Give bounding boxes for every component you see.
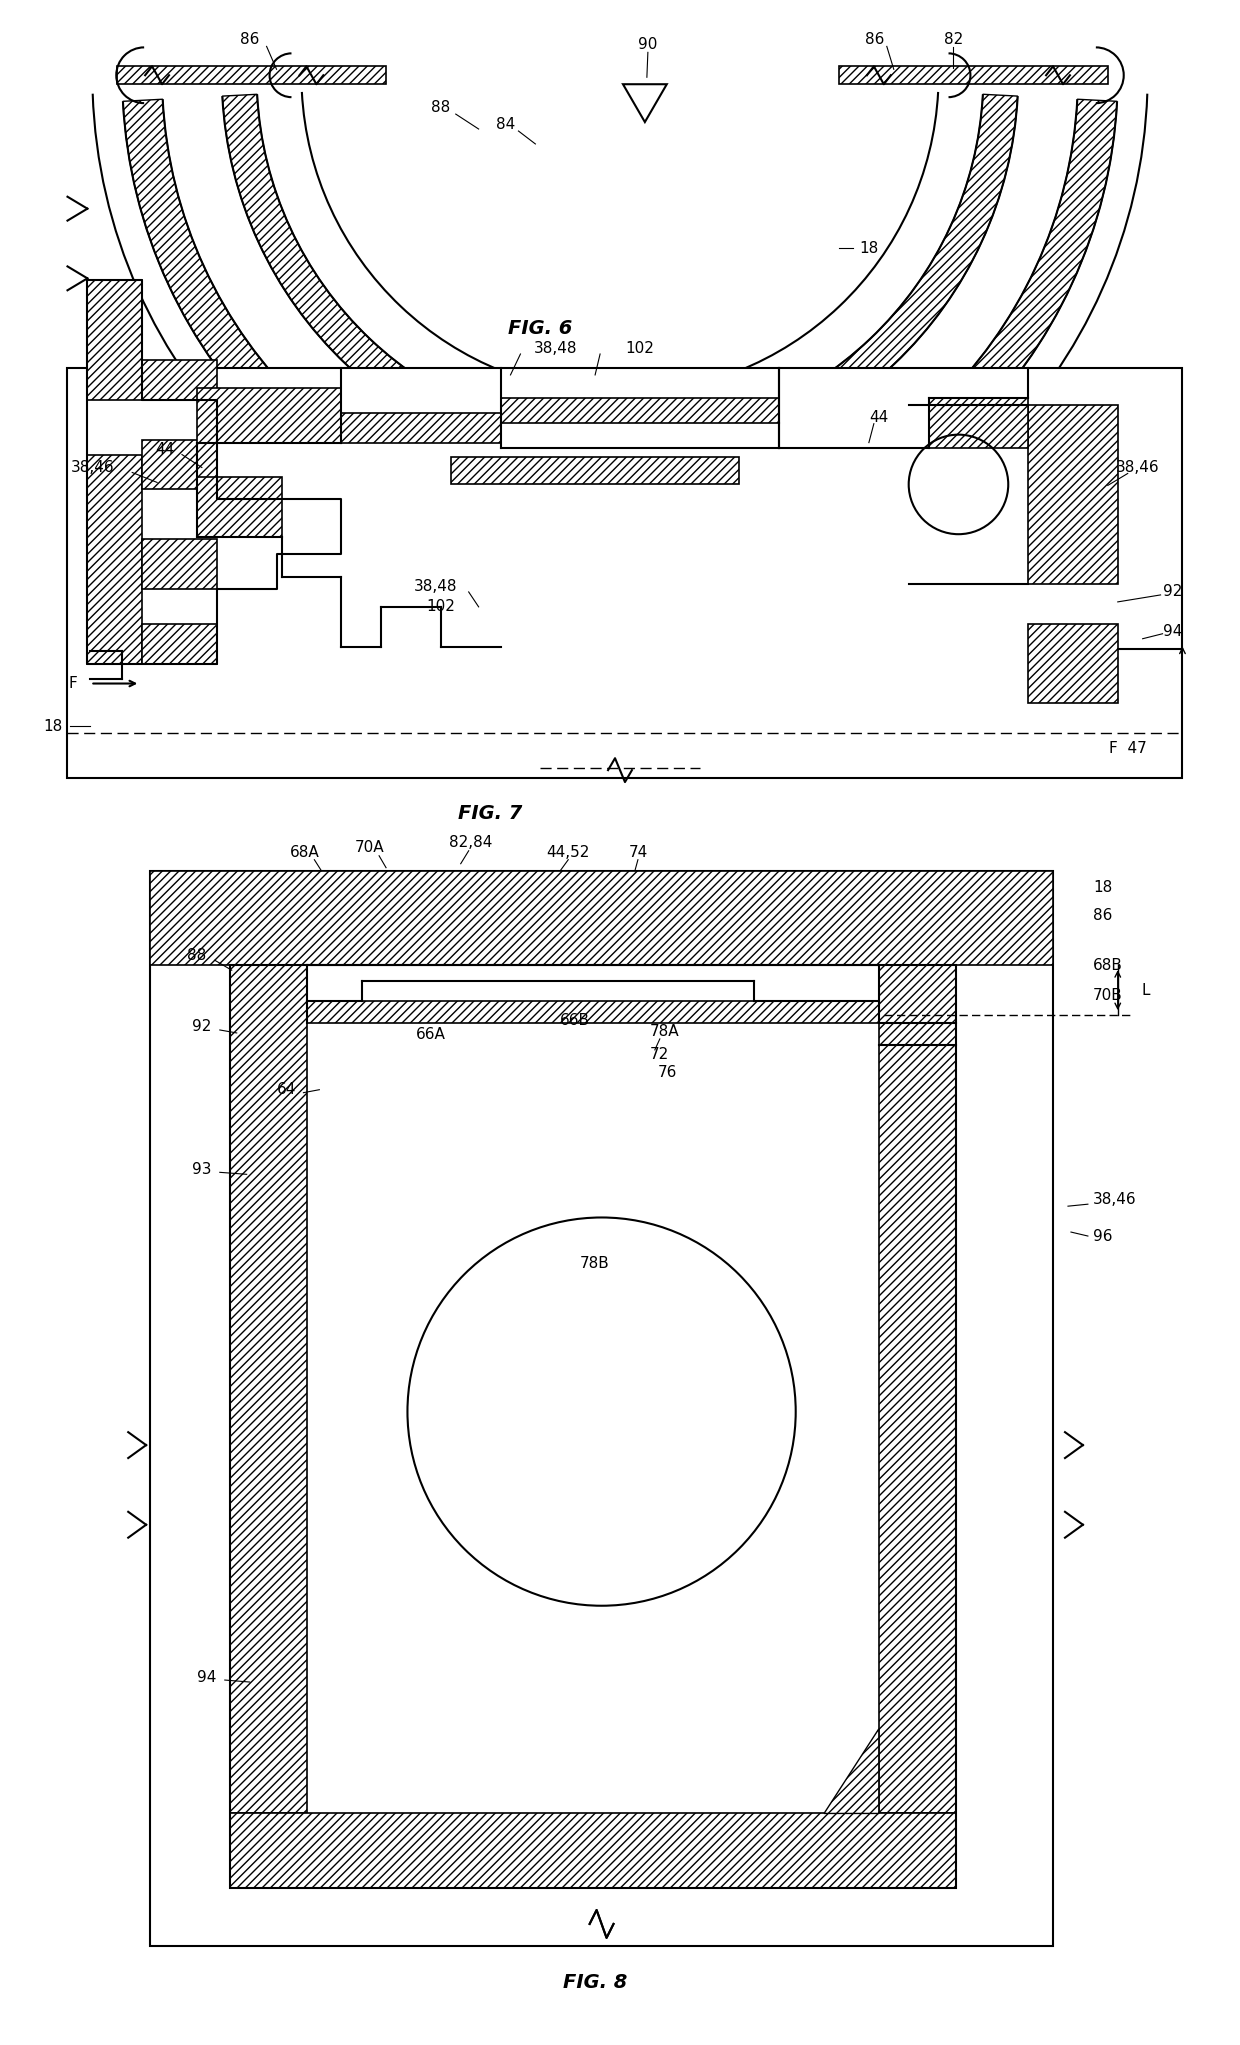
Bar — [150, 871, 1053, 965]
Text: 18: 18 — [859, 241, 878, 256]
Text: 82,84: 82,84 — [449, 834, 492, 851]
Text: 102: 102 — [625, 342, 655, 356]
Text: 64: 64 — [277, 1082, 296, 1098]
Bar — [1028, 624, 1117, 703]
Bar — [839, 65, 1107, 84]
Text: 76: 76 — [658, 1065, 677, 1080]
Text: 86: 86 — [866, 33, 884, 47]
Bar — [879, 965, 956, 1814]
Text: 92: 92 — [1163, 585, 1182, 599]
Text: 44,52: 44,52 — [547, 845, 590, 861]
Text: 68B: 68B — [1092, 957, 1122, 973]
Text: 44: 44 — [155, 442, 175, 458]
Text: 92: 92 — [192, 1020, 212, 1035]
Text: 86: 86 — [1092, 908, 1112, 922]
Text: 38,48: 38,48 — [533, 342, 577, 356]
Bar — [143, 540, 217, 589]
Text: 18: 18 — [43, 720, 62, 734]
Bar — [150, 871, 1053, 1947]
Text: 38,46: 38,46 — [71, 460, 114, 474]
Bar — [229, 965, 308, 1814]
Bar — [118, 65, 386, 84]
Bar — [87, 280, 143, 401]
Text: 90: 90 — [639, 37, 657, 51]
Text: FIG. 6: FIG. 6 — [508, 319, 573, 337]
Bar — [197, 476, 281, 538]
Text: 38,48: 38,48 — [414, 579, 458, 595]
Bar — [87, 454, 143, 665]
Text: 78B: 78B — [580, 1256, 610, 1272]
Text: 68A: 68A — [290, 845, 319, 861]
Text: 74: 74 — [629, 845, 647, 861]
Text: 44: 44 — [869, 411, 889, 425]
Text: 94: 94 — [197, 1669, 217, 1685]
Text: 70A: 70A — [355, 840, 384, 855]
Text: 84: 84 — [496, 117, 515, 131]
Bar — [341, 413, 501, 442]
Text: 96: 96 — [1092, 1229, 1112, 1243]
Bar — [143, 360, 217, 401]
Text: 94: 94 — [1163, 624, 1182, 640]
Polygon shape — [222, 94, 1018, 474]
Text: L: L — [1141, 984, 1149, 998]
Bar — [308, 1002, 879, 1022]
Text: 82: 82 — [944, 33, 963, 47]
Text: 93: 93 — [192, 1162, 212, 1176]
Text: 72: 72 — [650, 1047, 670, 1061]
Polygon shape — [123, 100, 1117, 573]
Bar — [451, 456, 739, 485]
Polygon shape — [825, 1728, 879, 1814]
Bar — [143, 440, 217, 489]
Text: 86: 86 — [241, 33, 259, 47]
Text: F  47: F 47 — [1109, 740, 1147, 757]
Bar — [229, 965, 956, 1888]
Bar — [67, 368, 1183, 777]
Bar — [929, 399, 1028, 448]
Text: 66B: 66B — [560, 1012, 590, 1027]
Text: 18: 18 — [1092, 879, 1112, 896]
Text: 38,46: 38,46 — [1092, 1192, 1137, 1207]
Text: 88: 88 — [187, 947, 207, 963]
Bar — [501, 399, 779, 423]
Text: 88: 88 — [432, 100, 450, 115]
Text: 70B: 70B — [1092, 988, 1122, 1002]
Text: F: F — [68, 677, 77, 691]
Text: 66A: 66A — [415, 1027, 446, 1043]
Bar — [197, 389, 341, 442]
Bar — [229, 1814, 956, 1888]
Text: 38,46: 38,46 — [1116, 460, 1159, 474]
Text: FIG. 8: FIG. 8 — [563, 1973, 627, 1992]
Text: 102: 102 — [427, 599, 455, 614]
Text: 78A: 78A — [650, 1025, 680, 1039]
Bar — [143, 624, 217, 665]
Text: FIG. 7: FIG. 7 — [459, 804, 523, 824]
Bar — [1028, 405, 1117, 585]
